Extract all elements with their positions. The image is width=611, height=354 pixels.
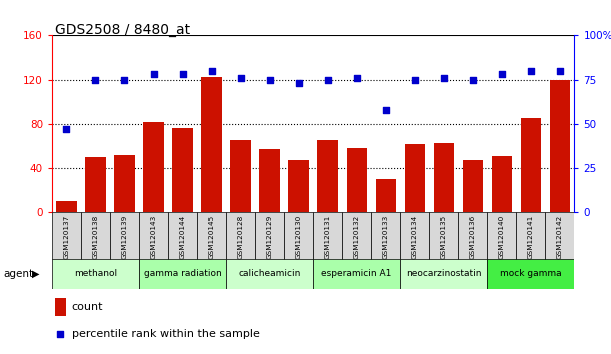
- Bar: [400, 212, 429, 260]
- Point: [62, 126, 71, 132]
- Text: methanol: methanol: [74, 269, 117, 279]
- Text: agent: agent: [3, 269, 33, 279]
- Bar: [546, 212, 574, 260]
- Bar: [313, 259, 400, 289]
- Text: GSM120136: GSM120136: [470, 214, 476, 258]
- Bar: [172, 128, 192, 212]
- Text: GSM120145: GSM120145: [208, 214, 214, 258]
- Bar: [400, 259, 488, 289]
- Point: [526, 68, 536, 74]
- Text: GSM120137: GSM120137: [64, 214, 70, 258]
- Text: GSM120129: GSM120129: [266, 214, 273, 258]
- Point: [148, 72, 158, 77]
- Bar: [318, 141, 338, 212]
- Text: percentile rank within the sample: percentile rank within the sample: [71, 330, 260, 339]
- Point: [90, 77, 100, 82]
- Text: GSM120135: GSM120135: [441, 214, 447, 258]
- Bar: [284, 212, 313, 260]
- Bar: [516, 212, 546, 260]
- Point: [207, 68, 216, 74]
- Bar: [56, 201, 76, 212]
- Text: neocarzinostatin: neocarzinostatin: [406, 269, 481, 279]
- Point: [352, 75, 362, 81]
- Bar: [226, 259, 313, 289]
- Bar: [260, 149, 280, 212]
- Point: [294, 80, 304, 86]
- Text: mock gamma: mock gamma: [500, 269, 562, 279]
- Text: GSM120132: GSM120132: [354, 214, 360, 258]
- Text: GSM120134: GSM120134: [412, 214, 418, 258]
- Point: [236, 75, 246, 81]
- Bar: [86, 157, 106, 212]
- Bar: [371, 212, 400, 260]
- Bar: [342, 212, 371, 260]
- Bar: [488, 212, 516, 260]
- Point: [497, 72, 507, 77]
- Text: GDS2508 / 8480_at: GDS2508 / 8480_at: [55, 23, 190, 37]
- Bar: [429, 212, 458, 260]
- Bar: [404, 144, 425, 212]
- Bar: [550, 80, 570, 212]
- Text: GSM120133: GSM120133: [382, 214, 389, 258]
- Text: GSM120138: GSM120138: [92, 214, 98, 258]
- Bar: [226, 212, 255, 260]
- Bar: [492, 156, 512, 212]
- Text: GSM120139: GSM120139: [122, 214, 128, 258]
- Bar: [52, 212, 81, 260]
- Point: [178, 72, 188, 77]
- Bar: [144, 122, 164, 212]
- Bar: [458, 212, 488, 260]
- Bar: [197, 212, 226, 260]
- Text: gamma radiation: gamma radiation: [144, 269, 221, 279]
- Point: [381, 107, 390, 113]
- Bar: [313, 212, 342, 260]
- Point: [120, 77, 130, 82]
- Point: [265, 77, 274, 82]
- Point: [468, 77, 478, 82]
- Bar: [81, 212, 110, 260]
- Bar: [521, 118, 541, 212]
- Bar: [202, 78, 222, 212]
- Bar: [168, 212, 197, 260]
- Text: GSM120143: GSM120143: [150, 214, 156, 258]
- Text: GSM120131: GSM120131: [324, 214, 331, 258]
- Text: GSM120142: GSM120142: [557, 214, 563, 258]
- Point: [555, 68, 565, 74]
- Point: [56, 332, 65, 337]
- Bar: [230, 141, 251, 212]
- Bar: [488, 259, 574, 289]
- Text: GSM120144: GSM120144: [180, 214, 186, 258]
- Text: count: count: [71, 302, 103, 312]
- Bar: [288, 160, 309, 212]
- Bar: [114, 155, 134, 212]
- Point: [410, 77, 420, 82]
- Bar: [463, 160, 483, 212]
- Text: GSM120141: GSM120141: [528, 214, 534, 258]
- Point: [439, 75, 448, 81]
- Bar: [139, 259, 226, 289]
- Bar: [346, 148, 367, 212]
- Bar: [376, 179, 396, 212]
- Text: GSM120128: GSM120128: [238, 214, 244, 258]
- Bar: [54, 298, 66, 316]
- Text: esperamicin A1: esperamicin A1: [321, 269, 392, 279]
- Bar: [52, 259, 139, 289]
- Text: calicheamicin: calicheamicin: [238, 269, 301, 279]
- Bar: [139, 212, 168, 260]
- Text: GSM120130: GSM120130: [296, 214, 302, 258]
- Bar: [255, 212, 284, 260]
- Bar: [434, 143, 454, 212]
- Text: GSM120140: GSM120140: [499, 214, 505, 258]
- Text: ▶: ▶: [32, 269, 39, 279]
- Point: [323, 77, 332, 82]
- Bar: [110, 212, 139, 260]
